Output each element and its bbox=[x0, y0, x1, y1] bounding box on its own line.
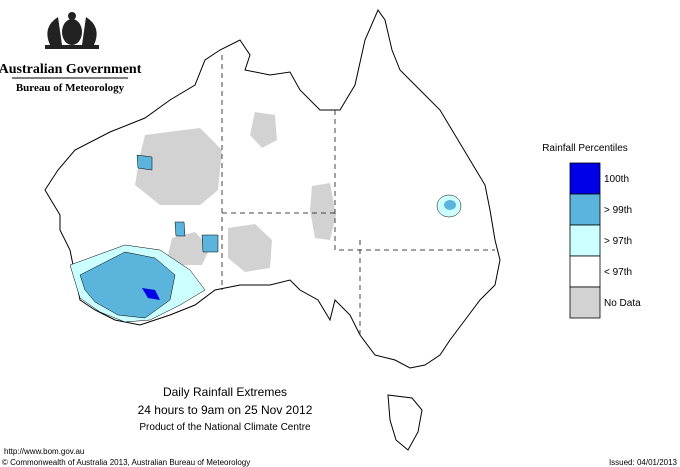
state-borders bbox=[221, 55, 495, 335]
map-credit: Product of the National Climate Centre bbox=[139, 422, 311, 433]
legend-label: No Data bbox=[604, 298, 641, 309]
issued-date: Issued: 04/01/2013 bbox=[609, 458, 678, 467]
rainfall-areas bbox=[69, 154, 462, 323]
legend-label: > 97th bbox=[604, 236, 632, 247]
coat-of-arms bbox=[45, 12, 99, 49]
tasmania bbox=[387, 394, 423, 451]
map-title: Daily Rainfall Extremes bbox=[163, 385, 287, 399]
legend-swatch bbox=[569, 224, 601, 257]
copyright: © Commonwealth of Australia 2013, Austra… bbox=[2, 458, 250, 467]
legend: 100th > 99th > 97th < 97th No Data bbox=[569, 162, 641, 319]
legend-swatch bbox=[569, 255, 601, 288]
agency-name: Bureau of Meteorology bbox=[16, 82, 125, 94]
legend-swatch bbox=[569, 162, 601, 195]
legend-label: 100th bbox=[604, 174, 629, 185]
legend-swatch bbox=[569, 193, 601, 226]
legend-title: Rainfall Percentiles bbox=[542, 143, 628, 154]
legend-swatch bbox=[569, 286, 601, 319]
map-subtitle: 24 hours to 9am on 25 Nov 2012 bbox=[138, 403, 313, 417]
legend-label: > 99th bbox=[604, 205, 632, 216]
no-data-areas bbox=[135, 112, 336, 272]
government-name: Australian Government bbox=[0, 62, 142, 77]
source-url: http://www.bom.gov.au bbox=[4, 447, 84, 456]
legend-label: < 97th bbox=[604, 267, 632, 278]
